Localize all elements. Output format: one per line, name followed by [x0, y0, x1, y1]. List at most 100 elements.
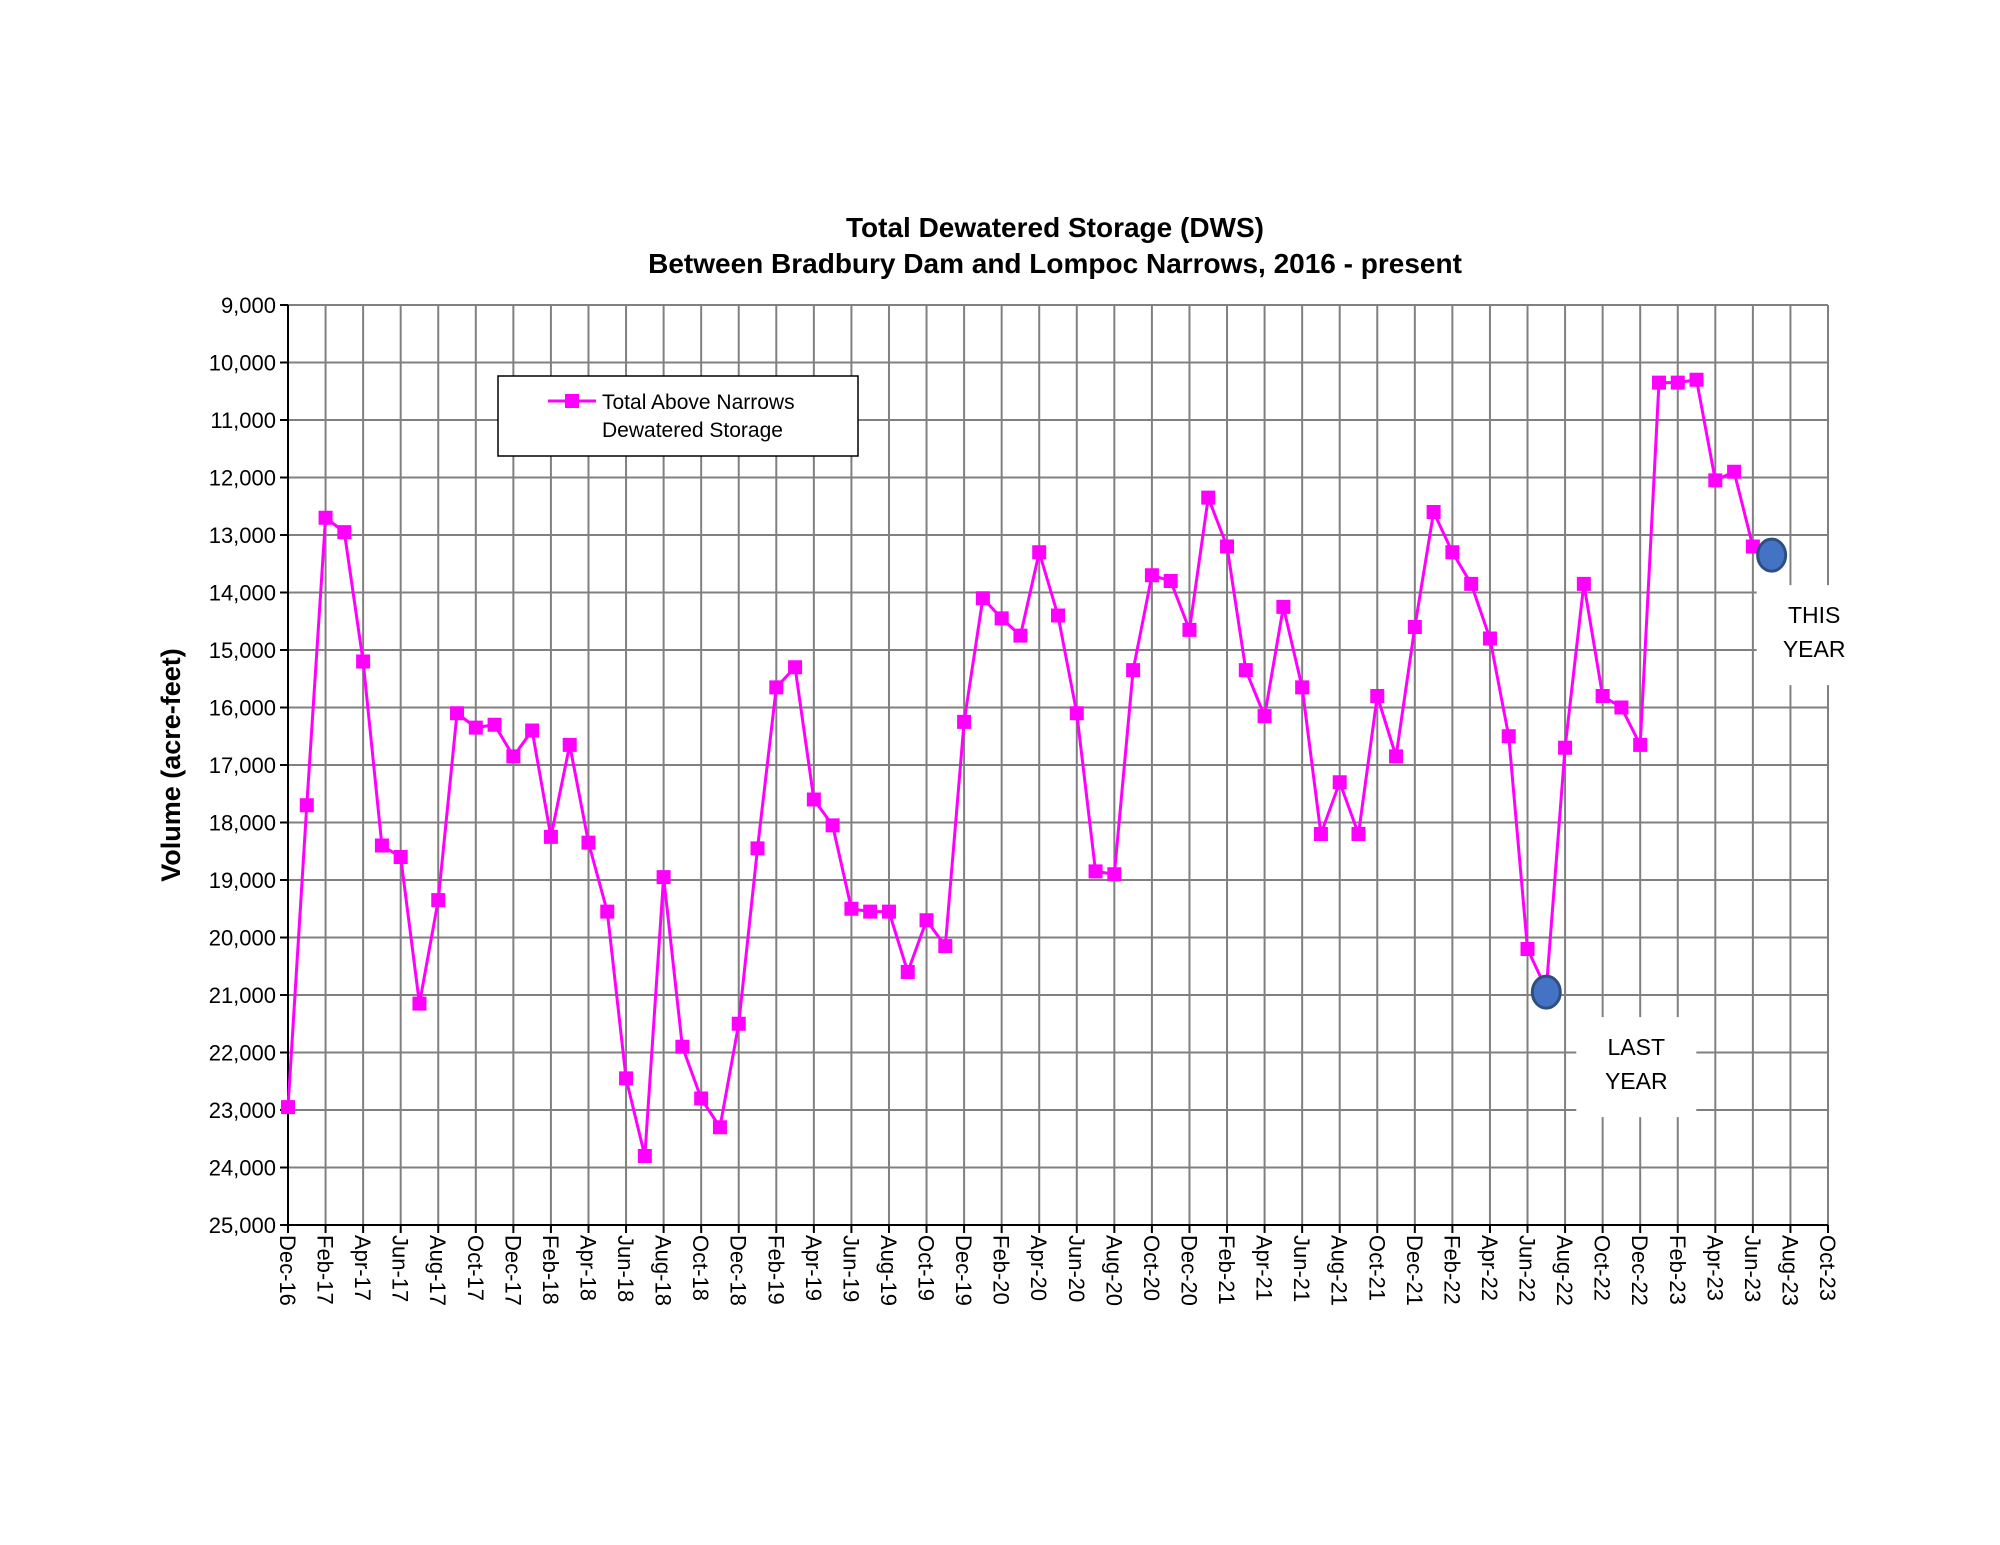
- x-tick-label: Aug-20: [1101, 1235, 1126, 1306]
- x-tick-label: Dec-17: [500, 1235, 525, 1306]
- legend: Total Above Narrows Dewatered Storage: [497, 375, 859, 457]
- x-tick-label: Jun-17: [388, 1235, 413, 1302]
- annotation-label: THIS: [1788, 602, 1840, 628]
- data-point: [1689, 372, 1704, 387]
- data-point: [487, 717, 502, 732]
- data-point: [525, 723, 540, 738]
- data-point: [1257, 709, 1272, 724]
- data-point: [1126, 663, 1141, 678]
- data-point: [863, 904, 878, 919]
- data-point: [356, 654, 371, 669]
- x-tick-label: Feb-19: [763, 1235, 788, 1305]
- y-tick-label: 25,000: [209, 1213, 276, 1238]
- y-tick-label: 13,000: [209, 523, 276, 548]
- y-tick-label: 11,000: [210, 408, 276, 433]
- data-point: [374, 838, 389, 853]
- y-tick-label: 16,000: [209, 696, 276, 721]
- data-point: [769, 680, 784, 695]
- data-point: [1332, 775, 1347, 790]
- data-point: [1370, 689, 1385, 703]
- data-point: [543, 829, 558, 844]
- data-point: [393, 850, 408, 864]
- data-point: [1745, 539, 1760, 554]
- data-point: [1144, 568, 1159, 583]
- x-tick-label: Apr-22: [1477, 1235, 1502, 1301]
- annotation-label: YEAR: [1783, 636, 1846, 662]
- data-point: [1595, 689, 1610, 703]
- y-tick-label: 21,000: [209, 983, 276, 1008]
- legend-label-line-1: Total Above Narrows: [602, 391, 795, 414]
- data-point: [412, 996, 427, 1011]
- x-tick-label: Apr-19: [801, 1235, 826, 1301]
- y-tick-label: 22,000: [209, 1041, 276, 1066]
- data-point: [919, 913, 934, 928]
- data-point: [1501, 729, 1516, 744]
- data-point: [1426, 505, 1441, 519]
- data-point: [731, 1016, 746, 1031]
- data-point: [1163, 574, 1178, 588]
- data-point: [675, 1039, 690, 1054]
- data-point: [1220, 539, 1235, 554]
- x-tick-label: Oct-19: [914, 1235, 939, 1301]
- data-point: [750, 841, 765, 856]
- data-point: [1407, 620, 1422, 634]
- y-tick-label: 15,000: [209, 638, 276, 663]
- annotation-marker: [1756, 537, 1788, 573]
- data-point: [1107, 867, 1122, 882]
- y-tick-label: 24,000: [209, 1156, 276, 1181]
- data-point: [506, 749, 521, 764]
- x-tick-label: Aug-18: [651, 1235, 676, 1306]
- data-point: [1069, 706, 1084, 721]
- x-tick-label: Apr-23: [1702, 1235, 1727, 1301]
- data-point: [1576, 576, 1591, 591]
- data-point: [562, 737, 577, 752]
- y-tick-label: 18,000: [209, 811, 276, 836]
- x-tick-label: Jun-23: [1740, 1235, 1765, 1302]
- x-tick-label: Aug-23: [1777, 1235, 1802, 1306]
- data-point: [1238, 663, 1253, 678]
- data-point: [881, 904, 896, 919]
- data-point: [1708, 473, 1723, 488]
- data-point: [1013, 628, 1028, 643]
- x-tick-label: Dec-19: [951, 1235, 976, 1306]
- data-point: [299, 798, 314, 813]
- x-tick-label: Aug-22: [1552, 1235, 1577, 1306]
- annotation-marker: [1530, 974, 1562, 1010]
- annotations: LAST YEAR THIS YEAR: [1530, 537, 1872, 1118]
- data-point: [431, 893, 446, 908]
- data-point: [1088, 864, 1103, 879]
- x-axis: Dec-16 Feb-17 Apr-17 Jun-17 Aug-17 Oct-17 Dec-…: [275, 1225, 1840, 1306]
- data-point: [712, 1120, 727, 1135]
- x-tick-label: Feb-22: [1439, 1235, 1464, 1305]
- data-point: [1727, 464, 1742, 479]
- y-tick-label: 10,000: [209, 351, 276, 376]
- x-tick-label: Jun-20: [1064, 1235, 1089, 1302]
- annotation-box: [1756, 585, 1872, 686]
- data-point: [1651, 375, 1666, 390]
- data-point: [1276, 599, 1291, 614]
- x-tick-label: Feb-18: [538, 1235, 563, 1305]
- x-tick-label: Apr-20: [1026, 1235, 1051, 1301]
- x-tick-label: Feb-21: [1214, 1235, 1239, 1305]
- data-point: [281, 1100, 295, 1115]
- data-point: [844, 901, 859, 916]
- x-tick-label: Oct-17: [463, 1235, 488, 1301]
- data-point: [1445, 545, 1460, 560]
- x-tick-label: Dec-21: [1402, 1235, 1427, 1306]
- y-tick-label: 20,000: [209, 926, 276, 951]
- data-point: [1614, 700, 1629, 715]
- legend-box: [497, 375, 859, 457]
- data-point: [581, 835, 596, 850]
- data-point: [1051, 608, 1065, 623]
- data-series: [281, 372, 1760, 1163]
- chart-title: Total Dewatered Storage (DWS): [846, 212, 1264, 243]
- x-tick-label: Dec-18: [726, 1235, 751, 1306]
- data-point: [788, 660, 803, 675]
- x-tick-label: Jun-18: [613, 1235, 638, 1302]
- y-tick-label: 9,000: [221, 293, 276, 318]
- data-point: [318, 510, 333, 525]
- data-point: [694, 1091, 709, 1106]
- data-point: [1295, 680, 1310, 695]
- x-tick-label: Jun-19: [838, 1235, 863, 1302]
